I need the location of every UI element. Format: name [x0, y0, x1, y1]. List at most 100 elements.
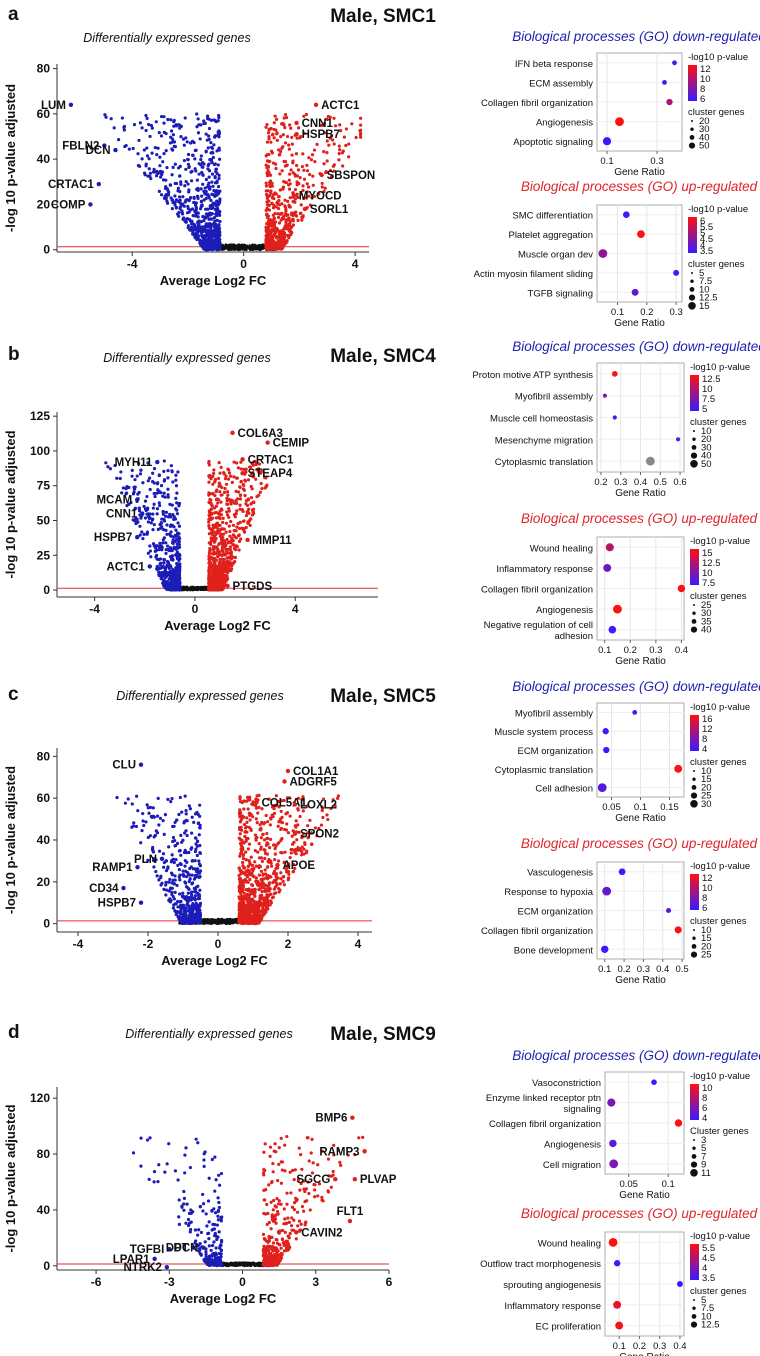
gene-point	[145, 532, 149, 536]
volcano-subtitle: Differentially expressed genes	[116, 689, 283, 703]
go-term-dot	[598, 249, 608, 258]
gene-point	[254, 864, 258, 868]
gene-point	[201, 215, 205, 219]
gene-point	[158, 164, 162, 168]
go-term-dot	[603, 563, 612, 572]
gene-point	[229, 474, 233, 478]
gene-point	[325, 117, 329, 121]
gene-point	[178, 174, 182, 178]
gene-point	[323, 186, 327, 190]
gene-point	[161, 494, 165, 498]
gene-point	[291, 223, 296, 227]
gene-point	[229, 552, 233, 557]
gene-point	[218, 197, 222, 201]
gene-point	[227, 515, 231, 519]
gene-point	[285, 227, 290, 231]
gene-point	[152, 835, 156, 839]
gene-point-ns	[233, 918, 237, 922]
size-legend-dot	[690, 626, 698, 633]
gene-point	[166, 487, 170, 491]
gene-point	[320, 123, 324, 128]
gene-point	[233, 555, 238, 560]
gene-point	[200, 170, 204, 175]
gene-point	[135, 794, 139, 798]
gene-point	[172, 824, 176, 828]
gene-point	[155, 153, 159, 157]
go-term-dot	[602, 393, 607, 398]
gene-point	[206, 207, 210, 211]
gene-point	[209, 579, 213, 583]
gene-point	[197, 875, 201, 880]
pvalue-legend-title: -log10 p-value	[690, 536, 750, 547]
go-term-label: IFN beta response	[515, 59, 593, 70]
size-legend-dot	[691, 445, 697, 450]
gene-point	[325, 159, 329, 163]
gene-point	[218, 471, 222, 475]
gene-point	[298, 211, 302, 216]
gene-point	[283, 204, 287, 208]
gene-point	[170, 873, 174, 877]
size-legend-label: 50	[699, 141, 710, 152]
gene-point	[189, 847, 193, 851]
gene-point	[208, 586, 212, 590]
gene-point	[166, 117, 170, 122]
labelled-gene-point	[291, 193, 296, 198]
gene-point	[172, 515, 176, 519]
gene-point	[103, 113, 107, 117]
gene-point	[168, 555, 173, 559]
gene-point	[164, 510, 169, 514]
gene-point	[196, 884, 200, 888]
gene-point	[210, 180, 214, 184]
gene-point	[241, 482, 245, 487]
gene-point	[337, 158, 341, 162]
gene-point	[313, 160, 317, 164]
gene-point	[190, 873, 194, 877]
gene-point	[212, 188, 216, 193]
gene-point	[219, 493, 223, 497]
gene-point	[217, 461, 221, 465]
gene-point	[170, 207, 174, 211]
gene-point	[207, 493, 211, 497]
gene-point	[302, 131, 306, 135]
gene-point-ns	[261, 246, 265, 250]
gene-point	[159, 491, 163, 495]
size-legend-dot	[689, 287, 695, 292]
gene-point	[193, 836, 198, 840]
go-term-label: adhesion	[554, 631, 593, 642]
gene-point	[155, 512, 159, 516]
size-legend-dot	[692, 611, 696, 615]
go-term-label: Angiogenesis	[536, 605, 593, 616]
gene-point	[289, 851, 293, 855]
gene-point	[213, 524, 217, 529]
gene-point	[272, 136, 276, 140]
go-x-tick-label: 0.1	[598, 645, 611, 656]
gene-point-ns	[228, 248, 232, 251]
gene-point	[170, 796, 174, 801]
gene-point	[164, 541, 168, 545]
gene-point	[184, 829, 188, 833]
gene-point	[182, 850, 187, 855]
gene-point	[169, 135, 173, 139]
gene-point	[187, 920, 191, 924]
gene-label: COMP	[51, 199, 86, 211]
y-tick-label: 80	[37, 749, 51, 763]
gene-point	[294, 214, 299, 218]
go-term-dot	[611, 371, 618, 377]
gene-point	[232, 512, 237, 517]
gene-point	[218, 157, 222, 161]
gene-point	[287, 183, 291, 187]
gene-point	[180, 810, 184, 814]
gene-point	[199, 163, 203, 167]
go-term-label: Negative regulation of cell	[484, 620, 593, 631]
gene-point	[331, 164, 336, 168]
gene-point	[183, 918, 187, 923]
gene-point	[266, 165, 270, 169]
y-tick-label: 20	[37, 875, 51, 889]
gene-point	[179, 182, 183, 186]
gene-point	[202, 198, 206, 202]
gene-point	[218, 219, 222, 224]
gene-point	[193, 167, 197, 171]
go-down-plot: Biological processes (GO) down-regulated…	[481, 29, 760, 178]
gene-label: MYOCD	[299, 190, 342, 202]
gene-point	[347, 155, 351, 159]
